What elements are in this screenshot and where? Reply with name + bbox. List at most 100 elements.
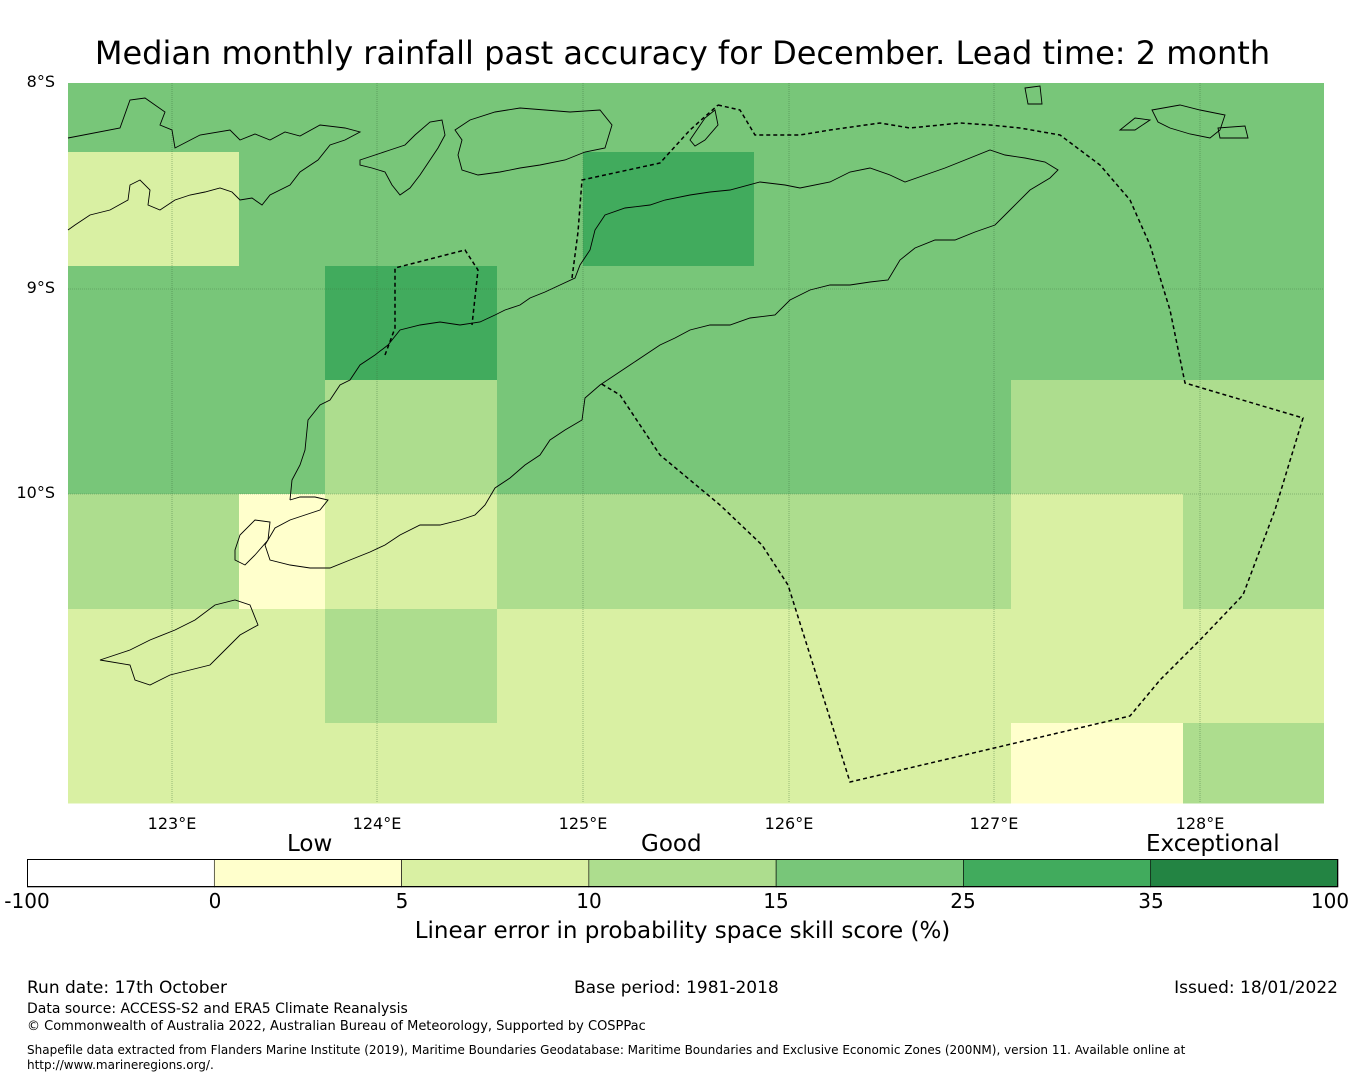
page-title: Median monthly rainfall past accuracy fo…: [94, 34, 1271, 72]
wetar-coastline: [359, 119, 446, 196]
tick-10: 10: [576, 889, 602, 913]
category-good: Good: [641, 831, 702, 857]
base-period: Base period: 1981-2018: [574, 978, 779, 998]
grid-cells: [68, 83, 1324, 804]
grid-cell: [497, 152, 584, 267]
grid-cell: [1183, 380, 1270, 495]
grid-cell: [668, 494, 755, 610]
grid-cell: [411, 723, 498, 804]
grid-cell: [583, 152, 669, 267]
grid-cell: [411, 380, 498, 495]
grid-cell: [325, 380, 412, 495]
grid-cell: [754, 152, 841, 267]
colorbar-swatch: [775, 859, 964, 888]
northern-islands-coastline: [454, 107, 613, 176]
grid-cell: [239, 83, 326, 153]
grid-cell: [154, 152, 240, 267]
grid-cell: [926, 266, 1012, 381]
maritime-boundary: [384, 104, 1304, 783]
lon-label-124e: 124°E: [352, 814, 402, 833]
grid-cell: [840, 380, 927, 495]
grid-cell: [497, 723, 584, 804]
graticule: [68, 83, 1324, 803]
colorbar-swatch: [401, 859, 590, 888]
tick-25: 25: [950, 889, 976, 913]
grid-cell: [497, 380, 584, 495]
grid-cell: [926, 609, 1012, 724]
enclave-eez-boundary: [571, 104, 719, 279]
grid-cell: [1269, 152, 1324, 267]
grid-cell: [154, 380, 240, 495]
atauro-coastline: [689, 109, 719, 147]
rote-coastline: [99, 599, 259, 686]
semau-coastline: [234, 519, 271, 566]
grid-cell: [1097, 723, 1184, 804]
grid-cell: [1097, 83, 1184, 153]
lon-label-123e: 123°E: [147, 814, 197, 833]
oecusse-eez-boundary: [384, 249, 479, 356]
grid-cell: [754, 494, 841, 610]
grid-cell: [1011, 609, 1098, 724]
grid-cell: [1011, 266, 1098, 381]
grid-cell: [68, 380, 155, 495]
grid-cell: [1011, 380, 1098, 495]
grid-cell: [668, 380, 755, 495]
colorbar-swatch: [27, 859, 215, 888]
grid-cell: [583, 723, 669, 804]
run-date: Run date: 17th October: [27, 978, 227, 998]
grid-cell: [154, 494, 240, 610]
grid-cell: [926, 494, 1012, 610]
colorbar-swatch: [963, 859, 1152, 888]
tick-0: 0: [208, 889, 222, 913]
grid-cell: [411, 266, 498, 381]
lon-label-128e: 128°E: [1175, 814, 1225, 833]
grid-cell: [497, 609, 584, 724]
data-source: Data source: ACCESS-S2 and ERA5 Climate …: [27, 1001, 408, 1017]
grid-cell: [68, 609, 155, 724]
shapefile-url: http://www.marineregions.org/.: [27, 1058, 214, 1072]
grid-cell: [926, 723, 1012, 804]
copyright: © Commonwealth of Australia 2022, Austra…: [27, 1019, 646, 1034]
colorbar-swatch: [588, 859, 777, 888]
issued-date: Issued: 18/01/2022: [1174, 978, 1338, 998]
grid-cell: [1183, 83, 1270, 153]
colorbar-swatch: [213, 859, 402, 888]
grid-cell: [1269, 723, 1324, 804]
grid-cell: [1011, 723, 1098, 804]
grid-cell: [325, 609, 412, 724]
grid-cell: [1011, 494, 1098, 610]
grid-cell: [325, 83, 412, 153]
lon-label-126e: 126°E: [764, 814, 814, 833]
tick-100: 100: [1310, 889, 1350, 913]
grid-cell: [239, 380, 326, 495]
grid-cell: [926, 380, 1012, 495]
grid-cell: [754, 723, 841, 804]
colorbar: [27, 859, 1339, 888]
grid-cell: [840, 83, 927, 153]
grid-cell: [325, 494, 412, 610]
grid-cell: [668, 266, 755, 381]
grid-cell: [754, 83, 841, 153]
grid-cell: [154, 266, 240, 381]
grid-cell: [1183, 723, 1270, 804]
grid-cell: [68, 723, 155, 804]
grid-cell: [754, 609, 841, 724]
grid-cell: [583, 266, 669, 381]
grid-cell: [411, 152, 498, 267]
grid-cell: [497, 83, 584, 153]
lon-label-125e: 125°E: [558, 814, 608, 833]
grid-cell: [239, 609, 326, 724]
grid-cell: [497, 266, 584, 381]
grid-cell: [840, 266, 927, 381]
grid-cell: [497, 494, 584, 610]
grid-cell: [325, 152, 412, 267]
grid-cell: [840, 723, 927, 804]
grid-cell: [411, 609, 498, 724]
lat-label-9s: 9°S: [26, 278, 55, 297]
lat-label-10s: 10°S: [16, 483, 55, 502]
category-low: Low: [287, 831, 333, 857]
grid-cell: [411, 494, 498, 610]
flores-alor-coastline: [67, 97, 362, 231]
grid-cell: [926, 83, 1012, 153]
